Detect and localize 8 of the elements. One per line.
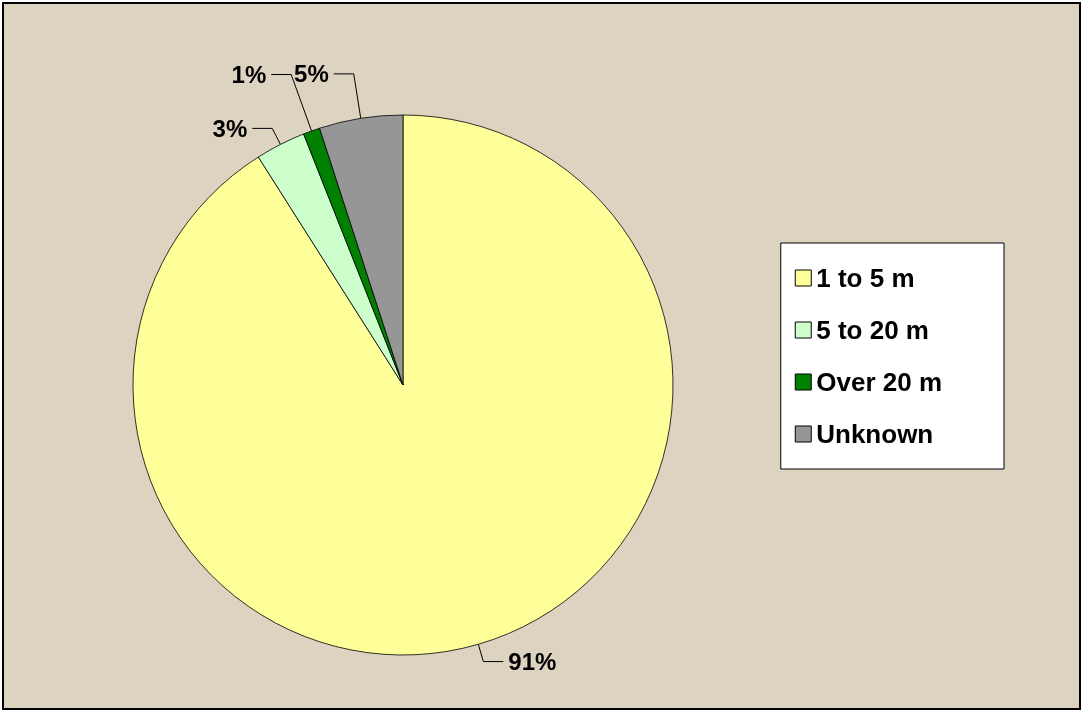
legend-label: Over 20 m — [816, 367, 942, 397]
data-label: 91% — [508, 648, 557, 676]
data-label: 3% — [212, 114, 248, 142]
legend-label: 1 to 5 m — [816, 263, 915, 293]
data-label: 5% — [294, 60, 329, 88]
legend-label: 5 to 20 m — [816, 315, 929, 345]
legend-label: Unknown — [816, 419, 934, 449]
data-label: 1% — [231, 61, 267, 89]
